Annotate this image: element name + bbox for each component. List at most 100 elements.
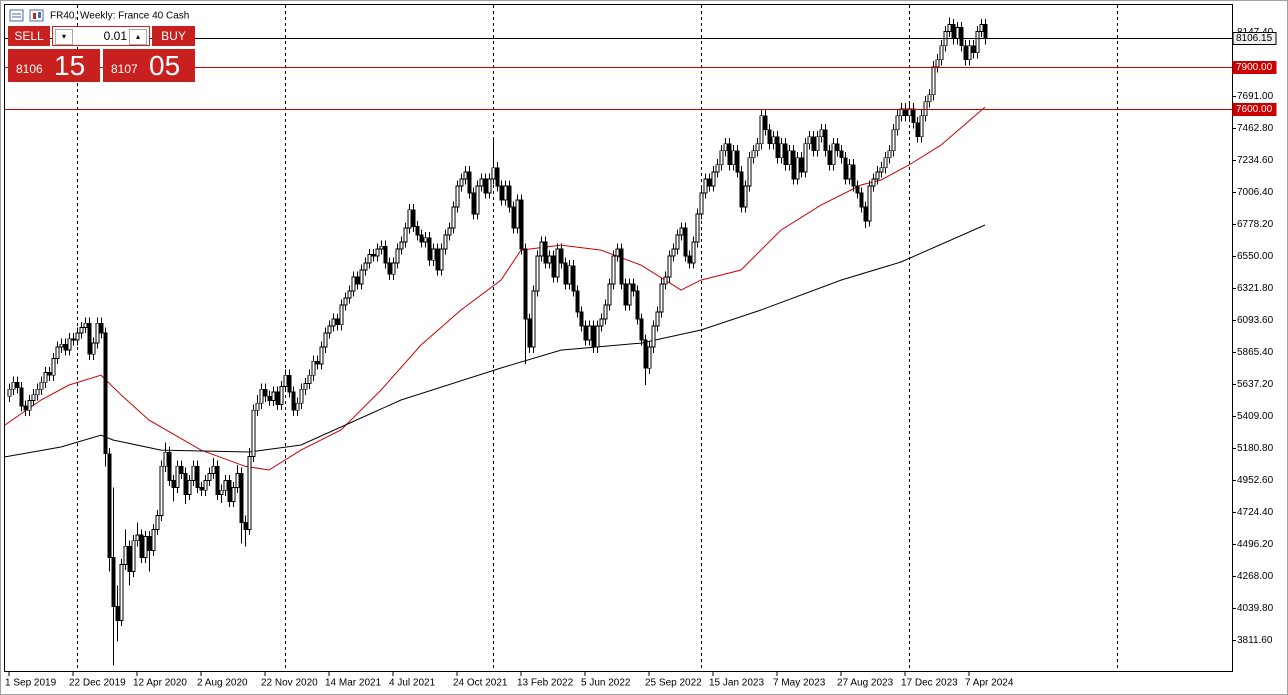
candle-body bbox=[771, 136, 776, 145]
candle-body bbox=[715, 164, 720, 173]
candle-body bbox=[375, 248, 380, 257]
candle-body bbox=[723, 143, 728, 152]
candle-body bbox=[651, 325, 656, 348]
candle-body bbox=[291, 391, 296, 411]
icon bbox=[38, 12, 41, 18]
candle-body bbox=[419, 234, 424, 243]
candle-body bbox=[475, 185, 480, 215]
buy-button[interactable]: BUY bbox=[152, 26, 195, 46]
candle-body bbox=[303, 383, 308, 390]
candle-body bbox=[379, 245, 384, 250]
candle-body bbox=[847, 164, 852, 180]
candle-body bbox=[611, 255, 616, 285]
candle-body bbox=[131, 540, 136, 572]
x-tick-label: 7 May 2023 bbox=[773, 678, 826, 689]
y-tick-label: 4952.60 bbox=[1237, 475, 1274, 486]
y-tick-label: 5180.80 bbox=[1237, 443, 1274, 454]
y-tick-label: 4268.00 bbox=[1237, 571, 1274, 582]
candle-body bbox=[31, 394, 36, 401]
plot-frame bbox=[4, 4, 1233, 672]
candle-body bbox=[567, 265, 572, 285]
candle-body bbox=[315, 360, 320, 365]
candle-body bbox=[939, 45, 944, 61]
volume-value[interactable]: 0.01 bbox=[103, 29, 127, 43]
candle-body bbox=[691, 241, 696, 264]
candle-body bbox=[527, 318, 532, 348]
candle-body bbox=[803, 143, 808, 173]
candle-body bbox=[247, 456, 252, 530]
candle-body bbox=[267, 395, 272, 401]
candle-body bbox=[819, 129, 824, 138]
candle-body bbox=[767, 129, 772, 145]
price-label: 7900.00 bbox=[1236, 62, 1273, 73]
chart-title: FR40, Weekly: France 40 Cash bbox=[50, 11, 189, 22]
candle-body bbox=[55, 346, 60, 359]
y-tick-label: 7691.00 bbox=[1237, 91, 1274, 102]
candle-body bbox=[311, 360, 316, 376]
candle-body bbox=[923, 101, 928, 117]
candle-body bbox=[351, 276, 356, 292]
candle-body bbox=[887, 150, 892, 159]
candle-body bbox=[299, 388, 304, 404]
candle-body bbox=[631, 283, 636, 292]
candle-body bbox=[27, 400, 32, 411]
candle-body bbox=[259, 388, 264, 404]
ask-price[interactable]: 8107 05 bbox=[103, 49, 195, 82]
candle-body bbox=[115, 606, 120, 621]
candle-body bbox=[979, 24, 984, 33]
price-label-box bbox=[1232, 103, 1277, 116]
candle-body bbox=[63, 343, 68, 351]
candle-body bbox=[11, 381, 16, 390]
candle-body bbox=[559, 248, 564, 264]
candle-body bbox=[123, 545, 128, 565]
candle-body bbox=[179, 465, 184, 474]
candle-body bbox=[935, 59, 940, 68]
candle-body bbox=[539, 241, 544, 257]
candle-body bbox=[947, 24, 952, 33]
y-tick-label: 7234.60 bbox=[1237, 155, 1274, 166]
candle-body bbox=[635, 290, 640, 320]
x-tick-label: 13 Feb 2022 bbox=[517, 678, 574, 689]
y-tick-label: 4039.80 bbox=[1237, 603, 1274, 614]
candle-body bbox=[587, 325, 592, 341]
candle-body bbox=[163, 451, 168, 467]
candle-body bbox=[223, 479, 228, 491]
price-label: 7600.00 bbox=[1236, 104, 1273, 115]
price-label-box bbox=[1232, 61, 1277, 74]
candle-body bbox=[639, 318, 644, 341]
candle-body bbox=[687, 255, 692, 264]
sell-button[interactable]: SELL bbox=[8, 26, 50, 46]
candle-body bbox=[627, 283, 632, 306]
candle-body bbox=[787, 150, 792, 166]
candle-body bbox=[479, 178, 484, 187]
volume-up[interactable]: ▴ bbox=[129, 29, 147, 45]
candle-body bbox=[711, 171, 716, 187]
candle-body bbox=[151, 529, 156, 551]
x-tick-label: 12 Apr 2020 bbox=[133, 678, 187, 689]
candle-body bbox=[699, 192, 704, 215]
candle-body bbox=[187, 479, 192, 495]
candle-body bbox=[507, 185, 512, 208]
candle-body bbox=[515, 199, 520, 229]
bid-price[interactable]: 8106 15 bbox=[8, 49, 100, 82]
candle-body bbox=[211, 465, 216, 474]
candle-body bbox=[563, 262, 568, 285]
candle-body bbox=[275, 391, 280, 406]
candle-body bbox=[679, 227, 684, 236]
x-tick-label: 5 Jun 2022 bbox=[581, 678, 631, 689]
candle-body bbox=[623, 283, 628, 306]
candle-body bbox=[959, 27, 964, 47]
candle-body bbox=[663, 276, 668, 285]
icon bbox=[33, 13, 36, 19]
candle-body bbox=[795, 157, 800, 180]
volume-down[interactable]: ▾ bbox=[55, 29, 73, 45]
candle-body bbox=[911, 108, 916, 124]
candle-body bbox=[43, 371, 48, 383]
candle-body bbox=[899, 108, 904, 117]
volume-field[interactable]: ▾ 0.01 ▴ bbox=[52, 26, 150, 46]
candle-body bbox=[531, 290, 536, 348]
candle-body bbox=[459, 178, 464, 187]
candle-body bbox=[599, 318, 604, 327]
x-tick-label: 24 Oct 2021 bbox=[453, 678, 508, 689]
